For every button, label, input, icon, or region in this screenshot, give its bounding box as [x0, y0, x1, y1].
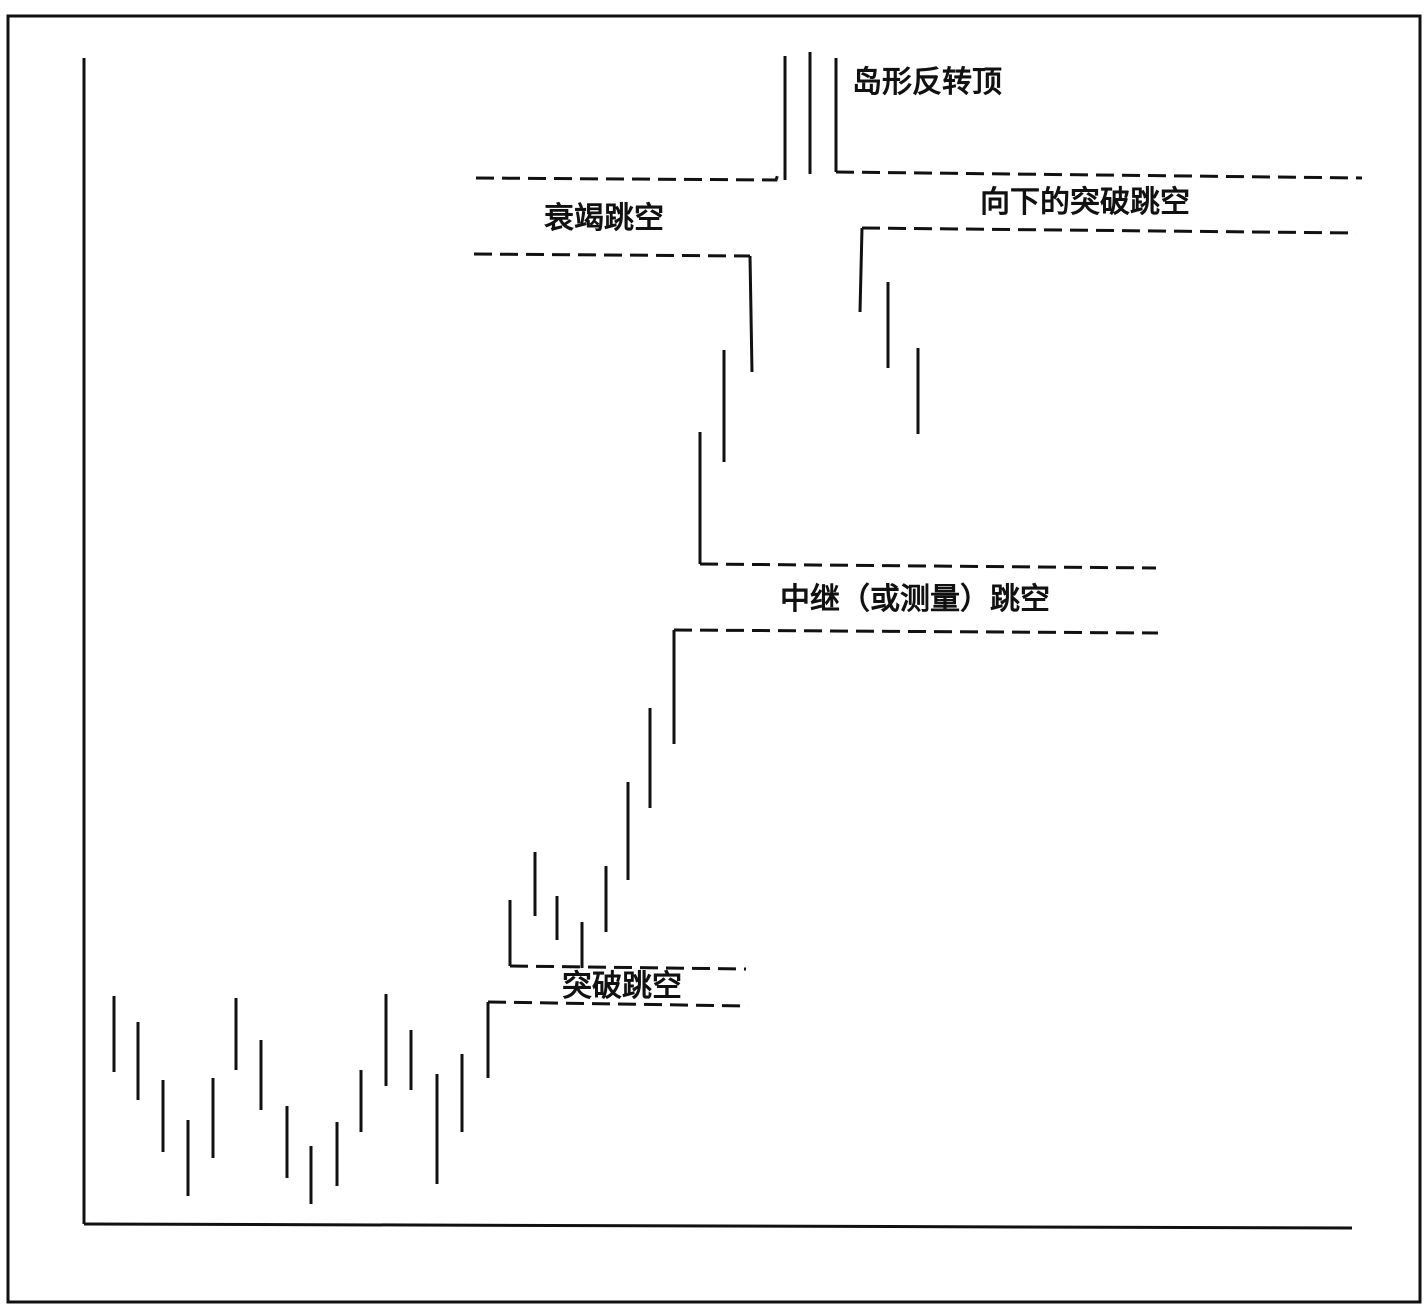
island-reversal-top-label: 岛形反转顶 [852, 65, 1002, 100]
exhaustion-connector [748, 255, 754, 373]
runaway-gap-lower-line [699, 562, 1157, 570]
downside-breakaway-connector [858, 227, 864, 313]
breakaway-gap-upper-line [509, 964, 747, 971]
price-bars [112, 52, 920, 1204]
exhaustion-gap-line [473, 252, 751, 258]
gap-connectors [486, 58, 864, 1078]
island-top-right-gap-line [835, 170, 1363, 180]
exhaustion-gap-label: 衰竭跳空 [544, 201, 664, 236]
frame [6, 14, 1422, 1304]
runaway-gap-upper-line [673, 628, 1159, 635]
downside-breakaway-gap-line [861, 226, 1357, 235]
gap-lines [473, 170, 1363, 1008]
island-top-left-gap-line [475, 173, 780, 182]
x-axis [83, 1222, 1353, 1230]
runaway-gap-label: 中继（或测量）跳空 [780, 582, 1050, 617]
breakaway-gap-lower-line [487, 1000, 749, 1008]
downside-breakaway-gap-label: 向下的突破跳空 [980, 185, 1190, 220]
breakaway-gap-label: 突破跳空 [562, 969, 682, 1004]
